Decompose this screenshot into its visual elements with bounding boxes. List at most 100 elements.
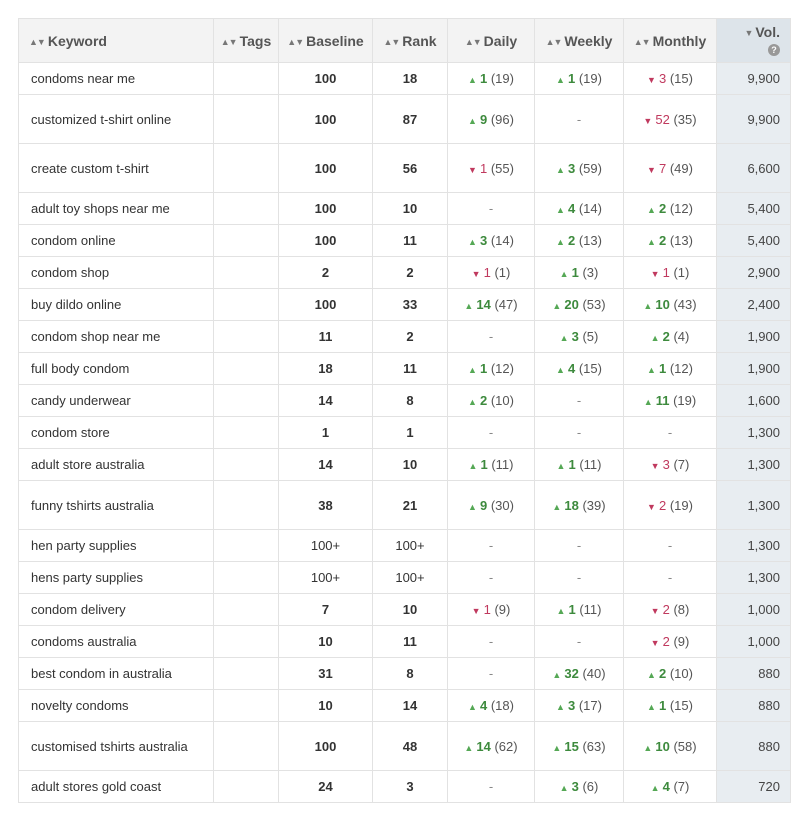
keyword-cell[interactable]: hens party supplies <box>18 561 214 594</box>
table-row[interactable]: funny tshirts australia 38 21 ▲ 9 (30) ▲ 18 (3… <box>18 480 791 530</box>
rank-change-value: (30) <box>490 497 514 513</box>
keyword-cell[interactable]: adult toy shops near me <box>18 192 214 225</box>
tags-cell[interactable] <box>213 625 279 658</box>
weekly-change-cell: ▲ 1 (11) <box>534 593 624 626</box>
keyword-cell[interactable]: customised tshirts australia <box>18 721 214 771</box>
column-header-keyword[interactable]: ▲▼ Keyword <box>18 18 214 63</box>
keyword-cell[interactable]: create custom t-shirt <box>18 143 214 193</box>
tags-cell[interactable] <box>213 256 279 289</box>
table-row[interactable]: novelty condoms 10 14 ▲ 4 (18) ▲ 3 (17) ▲ 1 (15)… <box>18 689 791 722</box>
keyword-cell[interactable]: candy underwear <box>18 384 214 417</box>
table-row[interactable]: candy underwear 14 8 ▲ 2 (10) - ▲ 11 (19) 1,600 <box>18 384 791 417</box>
keyword-cell[interactable]: customized t-shirt online <box>18 94 214 144</box>
tags-cell[interactable] <box>213 62 279 95</box>
keyword-cell[interactable]: adult store australia <box>18 448 214 481</box>
tags-cell[interactable] <box>213 689 279 722</box>
column-header-baseline[interactable]: ▲▼ Baseline <box>278 18 373 63</box>
triangle-up-icon: ▲ <box>650 783 660 793</box>
tags-cell[interactable] <box>213 770 279 803</box>
keyword-cell[interactable]: best condom in australia <box>18 657 214 690</box>
keyword-cell[interactable]: adult stores gold coast <box>18 770 214 803</box>
tags-cell[interactable] <box>213 94 279 144</box>
keyword-cell[interactable]: funny tshirts australia <box>18 480 214 530</box>
table-row[interactable]: best condom in australia 31 8- ▲ 32 (40) ▲ 2 (… <box>18 657 791 690</box>
table-row[interactable]: customised tshirts australia 100 48 ▲ 14 (62… <box>18 721 791 771</box>
rank-change-delta: 14 <box>476 297 491 312</box>
baseline-cell: 14 <box>278 448 373 481</box>
triangle-down-icon: ▼ <box>468 164 477 175</box>
tags-cell[interactable] <box>213 352 279 385</box>
volume-cell: 2,900 <box>716 256 791 289</box>
table-row[interactable]: buy dildo online 100 33 ▲ 14 (47) ▲ 20 (53) ▲ 10… <box>18 288 791 321</box>
table-row[interactable]: hen party supplies 100+ 100+ - - - 1,300 <box>18 529 791 562</box>
rank-change-value: (8) <box>673 602 690 617</box>
keyword-cell[interactable]: condom delivery <box>18 593 214 626</box>
volume-cell: 1,600 <box>716 384 791 417</box>
table-row[interactable]: full body condom 18 11 ▲ 1 (12) ▲ 4 (15) ▲ 1 (12… <box>18 352 791 385</box>
tags-cell[interactable] <box>213 320 279 353</box>
tags-cell[interactable] <box>213 448 279 481</box>
table-row[interactable]: adult store australia 14 10 ▲ 1 (11) ▲ 1 (11) ▼… <box>18 448 791 481</box>
keyword-cell[interactable]: condom online <box>18 224 214 257</box>
table-row[interactable]: customized t-shirt online 100 87 ▲ 9 (96) - ▼ 5… <box>18 94 791 144</box>
triangle-up-icon: ▲ <box>468 397 477 407</box>
keyword-cell[interactable]: condom shop <box>18 256 214 289</box>
tags-cell[interactable] <box>213 480 279 530</box>
monthly-change-cell: ▲ 2 (13) <box>623 224 717 257</box>
keyword-cell[interactable]: buy dildo online <box>18 288 214 321</box>
column-header-weekly[interactable]: ▲▼ Weekly <box>534 18 624 63</box>
tags-cell[interactable] <box>213 593 279 626</box>
tags-cell[interactable] <box>213 224 279 257</box>
tags-cell[interactable] <box>213 721 279 771</box>
tags-cell[interactable] <box>213 561 279 594</box>
column-header-tags[interactable]: ▲▼ Tags <box>213 18 279 63</box>
table-row[interactable]: condom delivery 7 10 ▼ 1 (9) ▲ 1 (11) ▼ 2 (8) 1,0… <box>18 593 791 626</box>
rank-change-delta: 9 <box>479 111 488 127</box>
triangle-up-icon: ▲ <box>647 237 656 247</box>
table-row[interactable]: adult toy shops near me 100 10- ▲ 4 (14) ▲ 2 (… <box>18 192 791 225</box>
column-header-monthly[interactable]: ▲▼ Monthly <box>623 18 717 63</box>
keyword-cell[interactable]: condoms near me <box>18 62 214 95</box>
table-row[interactable]: adult stores gold coast 24 3- ▲ 3 (6) ▲ 4 (7) 7… <box>18 770 791 803</box>
keyword-cell[interactable]: hen party supplies <box>18 529 214 562</box>
keyword-cell[interactable]: condoms australia <box>18 625 214 658</box>
table-row[interactable]: condoms australia 10 11- - ▼ 2 (9) 1,000 <box>18 625 791 658</box>
tags-cell[interactable] <box>213 416 279 449</box>
tags-cell[interactable] <box>213 529 279 562</box>
keyword-cell[interactable]: novelty condoms <box>18 689 214 722</box>
table-row[interactable]: create custom t-shirt 100 56 ▼ 1 (55) ▲ 3 (59)… <box>18 143 791 193</box>
tags-cell[interactable] <box>213 143 279 193</box>
keyword-cell[interactable]: full body condom <box>18 352 214 385</box>
keyword-cell[interactable]: condom store <box>18 416 214 449</box>
rank-change-value: (63) <box>582 738 606 754</box>
weekly-change-cell: ▲ 3 (5) <box>534 320 624 353</box>
table-row[interactable]: condom online 100 11 ▲ 3 (14) ▲ 2 (13) ▲ 2 (13) 5… <box>18 224 791 257</box>
sort-updown-icon: ▲▼ <box>29 36 46 47</box>
weekly-change-cell: - <box>534 561 624 594</box>
help-circle-icon[interactable]: ? <box>768 44 780 56</box>
tags-cell[interactable] <box>213 384 279 417</box>
weekly-change-cell: - <box>534 625 624 658</box>
table-row[interactable]: condom store 1 1 - - - 1,300 <box>18 416 791 449</box>
rank-cell: 48 <box>372 721 448 771</box>
table-row[interactable]: condom shop 2 2 ▼ 1 (1) ▲ 1 (3) ▼ 1 (1) 2,900 <box>18 256 791 289</box>
volume-cell: 5,400 <box>716 192 791 225</box>
monthly-change-cell: ▼ 2 (8) <box>623 593 717 626</box>
tags-cell[interactable] <box>213 288 279 321</box>
rank-change-value: (7) <box>673 779 690 794</box>
rank-change-value: (47) <box>494 297 518 312</box>
rank-cell: 14 <box>372 689 448 722</box>
keyword-cell[interactable]: condom shop near me <box>18 320 214 353</box>
column-header-volume[interactable]: ▼ Vol.? <box>716 18 791 63</box>
tags-cell[interactable] <box>213 657 279 690</box>
table-row[interactable]: condoms near me 100 18 ▲ 1 (19) ▲ 1 (19) ▼ 3 (15… <box>18 62 791 95</box>
column-header-rank[interactable]: ▲▼ Rank <box>372 18 448 63</box>
volume-cell: 1,900 <box>716 352 791 385</box>
daily-change-cell: ▲ 9 (30) <box>447 480 535 530</box>
table-row[interactable]: condom shop near me 11 2- ▲ 3 (5) ▲ 2 (4) 1,900 <box>18 320 791 353</box>
tags-cell[interactable] <box>213 192 279 225</box>
table-row[interactable]: hens party supplies 100+ 100+ - - - 1,300 <box>18 561 791 594</box>
monthly-change-cell: ▼ 2 (9) <box>623 625 717 658</box>
column-header-daily[interactable]: ▲▼ Daily <box>447 18 535 63</box>
rank-cell: 10 <box>372 192 448 225</box>
